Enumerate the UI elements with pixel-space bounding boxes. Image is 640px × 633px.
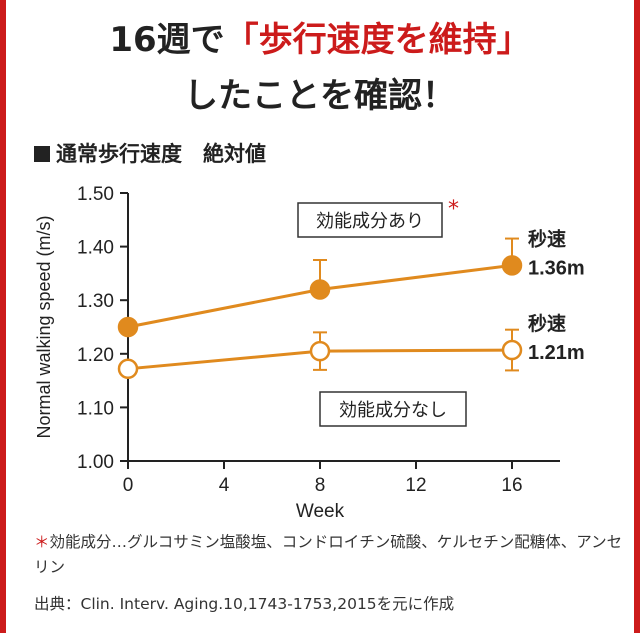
series-name-box: [319, 391, 467, 427]
significance-asterisk: *: [448, 197, 459, 222]
end-label-unit: 秒速: [528, 312, 566, 335]
data-point: [117, 358, 139, 380]
series-name-label: 効能成分あり: [316, 211, 424, 232]
data-point: [309, 279, 331, 300]
y-tick-label: 1.20: [77, 345, 114, 366]
left-red-border: [0, 0, 6, 633]
footnote-asterisk: ＊: [34, 533, 50, 551]
data-point: [501, 339, 523, 361]
footnote-text: 効能成分…グルコサミン塩酸塩、コンドロイチン硫酸、ケルセチン配糖体、アンセリン: [34, 533, 623, 576]
section-title-text: 通常歩行速度 絶対値: [56, 142, 266, 166]
y-tick-label: 1.10: [77, 398, 114, 419]
x-tick-label: 8: [315, 475, 326, 496]
data-point: [117, 316, 139, 338]
chart-labels: Week Normal walking speed (m/s) 秒速 1.36m 秒速 1…: [34, 197, 585, 520]
data-point: [501, 255, 523, 276]
footnote: ＊効能成分…グルコサミン塩酸塩、コンドロイチン硫酸、ケルセチン配糖体、アンセリン: [34, 530, 624, 580]
x-tick-label: 16: [501, 475, 522, 496]
headline-highlight: 「歩行速度を維持」: [224, 20, 531, 60]
x-tick-label: 0: [123, 475, 134, 496]
source-citation: 出典：Clin. Interv. Aging.10,1743-1753,2015…: [34, 595, 455, 613]
end-label-value: 1.36m: [528, 257, 585, 279]
headline-line1: 16週で「歩行速度を維持」: [0, 12, 640, 61]
headline-prefix: 16週で: [109, 20, 225, 60]
series-name-box: [297, 202, 443, 238]
x-tick-label: 4: [219, 475, 230, 496]
right-red-border: [634, 0, 640, 633]
y-tick-label: 1.40: [77, 238, 114, 259]
data-point: [309, 340, 331, 362]
x-axis-label: Week: [296, 501, 345, 520]
end-label-value: 1.21m: [528, 342, 585, 364]
y-tick-label: 1.00: [77, 452, 114, 473]
square-bullet-icon: [34, 146, 50, 162]
y-tick-label: 1.30: [77, 291, 114, 312]
chart-ticks: 1.00 1.10 1.20 1.30 1.40 1.50 0 4 8 12 16: [77, 184, 523, 496]
walking-speed-chart: 1.00 1.10 1.20 1.30 1.40 1.50 0 4 8 12 16 Week Norm…: [34, 184, 585, 520]
section-title: 通常歩行速度 絶対値: [34, 138, 266, 168]
end-label-unit: 秒速: [528, 227, 566, 250]
chart-series: [117, 237, 523, 380]
headline-line2: したことを確認！: [184, 76, 456, 116]
x-tick-label: 12: [405, 475, 426, 496]
y-axis-label: Normal walking speed (m/s): [34, 215, 54, 438]
series-name-label: 効能成分なし: [339, 400, 447, 421]
y-tick-label: 1.50: [77, 184, 114, 205]
